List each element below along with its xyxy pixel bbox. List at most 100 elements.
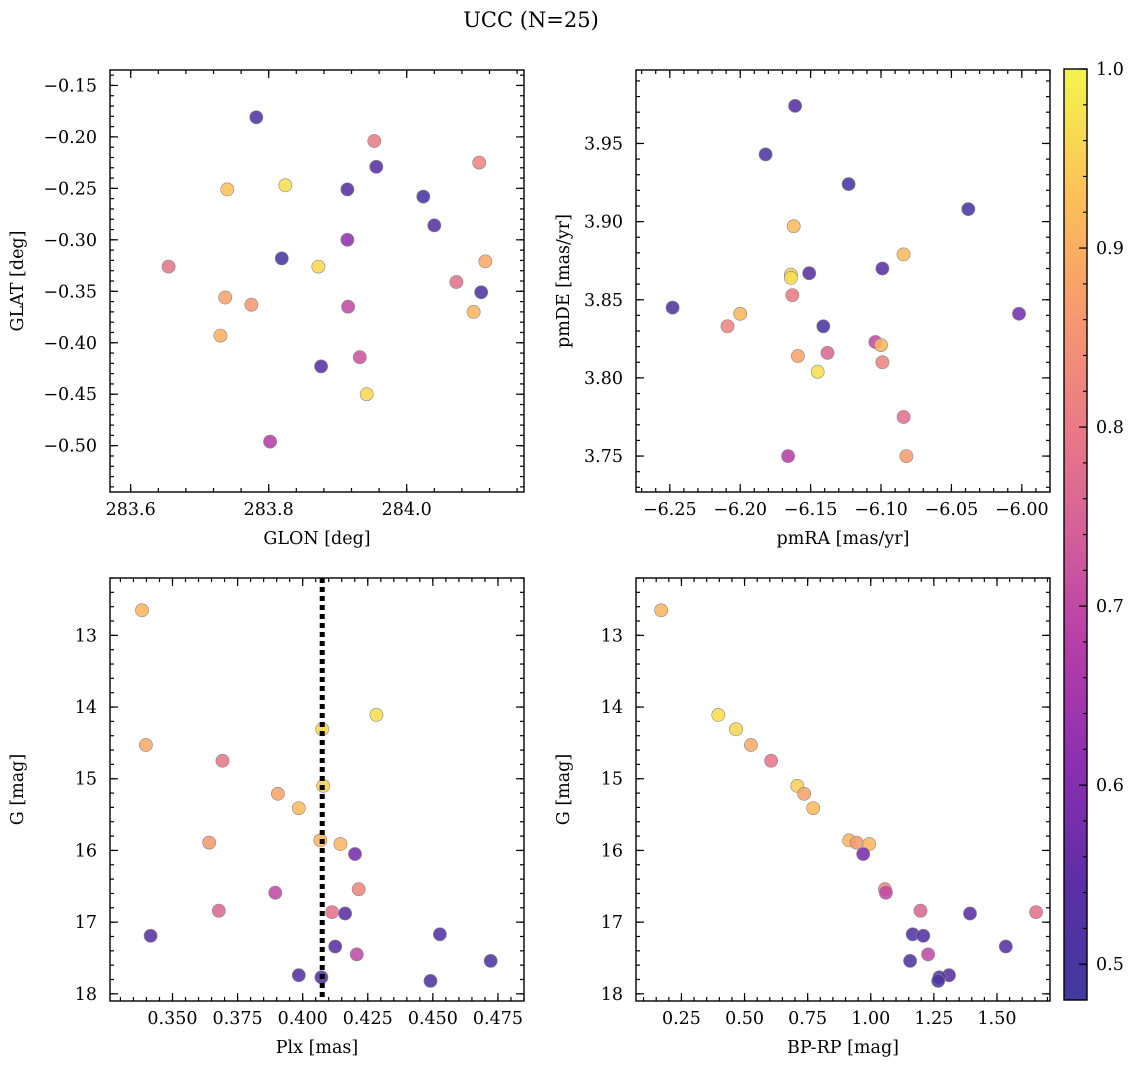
colorbar: 0.5 0.6 0.7 0.8 0.9 1.0 — [1063, 60, 1124, 1001]
data-point — [161, 259, 176, 274]
data-point — [899, 449, 914, 463]
data-point — [278, 178, 293, 193]
data-point — [466, 304, 481, 319]
panel-4: 0.25 0.50 0.75 1.00 1.25 1.50 13 14 15 16 17 18 BP-R… — [554, 577, 1051, 1058]
data-point — [781, 449, 795, 463]
data-point — [328, 939, 343, 954]
data-point — [788, 99, 802, 113]
data-point — [711, 708, 726, 722]
data-point — [427, 218, 442, 233]
x-tick-label: 0.75 — [788, 1009, 827, 1029]
data-point — [931, 974, 946, 988]
x-tick-label: −6.20 — [713, 500, 767, 520]
data-point — [720, 319, 735, 334]
y-tick-label: 17 — [601, 913, 623, 933]
data-point — [1029, 905, 1043, 919]
y-tick-label: 18 — [75, 985, 97, 1005]
data-point — [143, 928, 158, 943]
data-point — [274, 251, 289, 266]
y-tick-label: −0.40 — [43, 334, 97, 354]
colorbar-gradient — [1064, 69, 1087, 1000]
panel-1: 283.6 283.8 284.0 −0.50 −0.45 −0.40 −0.35 −0.30… — [8, 69, 525, 549]
x-tick-label: −6.10 — [854, 500, 908, 520]
data-point — [733, 306, 748, 321]
axis-ticks — [110, 577, 525, 1001]
data-point — [963, 906, 977, 921]
y-tick-label: 13 — [75, 626, 97, 646]
data-point — [862, 837, 877, 851]
data-point — [916, 928, 931, 943]
axes-frame — [109, 577, 525, 1002]
data-point — [785, 288, 800, 302]
data-point — [474, 285, 489, 300]
y-axis-label: G [mag] — [554, 754, 574, 825]
y-tick-label: −0.50 — [43, 437, 97, 457]
data-point — [349, 947, 364, 962]
x-tick-label: 0.425 — [343, 1009, 393, 1029]
x-tick-label: 1.25 — [914, 1009, 953, 1029]
data-point — [744, 738, 758, 752]
data-point — [758, 147, 773, 162]
data-point — [218, 290, 233, 305]
data-point — [820, 345, 835, 360]
x-tick-label: 283.6 — [106, 500, 156, 520]
x-tick-label: 0.50 — [725, 1009, 764, 1029]
data-point — [263, 434, 277, 449]
data-point — [338, 906, 352, 921]
x-tick-label: 0.400 — [278, 1009, 328, 1029]
data-point — [879, 885, 893, 900]
scatter-points — [135, 603, 498, 988]
data-point — [764, 753, 778, 768]
y-tick-label: 18 — [601, 985, 623, 1005]
data-point — [874, 338, 888, 352]
x-tick-label: −6.25 — [643, 500, 697, 520]
y-axis-label: G [mag] — [8, 754, 28, 825]
y-tick-label: 16 — [75, 841, 97, 861]
data-point — [341, 299, 355, 314]
y-tick-label: −0.35 — [43, 282, 97, 302]
scatter-points — [654, 603, 1043, 988]
data-point — [340, 232, 355, 247]
data-point — [921, 947, 935, 962]
data-point — [449, 275, 464, 289]
x-tick-label: 0.450 — [408, 1009, 458, 1029]
data-point — [340, 182, 355, 197]
data-point — [483, 954, 498, 968]
y-tick-label: 15 — [601, 770, 623, 790]
colorbar-tick-label: 0.5 — [1096, 955, 1124, 975]
x-tick-label: −6.15 — [784, 500, 838, 520]
data-point — [333, 837, 348, 851]
y-tick-label: 3.85 — [584, 291, 623, 311]
data-point — [423, 974, 438, 988]
y-tick-label: −0.45 — [43, 385, 97, 405]
data-point — [472, 155, 487, 170]
data-point — [351, 882, 366, 897]
y-tick-label: −0.25 — [43, 179, 97, 199]
colorbar-tick-label: 0.7 — [1096, 597, 1124, 617]
data-point — [896, 247, 911, 262]
data-point — [810, 364, 825, 379]
colorbar-tick-label: 0.8 — [1096, 418, 1124, 438]
y-axis-label: GLAT [deg] — [8, 231, 28, 332]
data-point — [816, 319, 831, 334]
data-point — [367, 134, 382, 148]
data-point — [369, 708, 384, 722]
data-point — [359, 387, 374, 402]
data-point — [348, 847, 362, 861]
axis-ticks — [636, 577, 1050, 1001]
data-point — [291, 968, 306, 983]
y-tick-label: 14 — [601, 698, 623, 718]
data-point — [849, 835, 864, 850]
x-tick-label: 0.25 — [662, 1009, 701, 1029]
x-axis-label: Plx [mas] — [276, 1038, 358, 1058]
panel-2: −6.25 −6.20 −6.15 −6.10 −6.05 −6.00 3.75 3.80 3.… — [554, 69, 1051, 549]
x-tick-label: 1.00 — [851, 1009, 890, 1029]
y-axis-label: pmDE [mas/yr] — [554, 214, 574, 348]
scatter-points — [665, 99, 1026, 463]
x-tick-label: 1.50 — [978, 1009, 1017, 1029]
x-tick-label: 0.375 — [213, 1009, 263, 1029]
axes-frame — [635, 69, 1051, 493]
colorbar-tick-label: 0.9 — [1096, 239, 1124, 259]
data-point — [478, 254, 493, 269]
data-point — [249, 110, 264, 125]
